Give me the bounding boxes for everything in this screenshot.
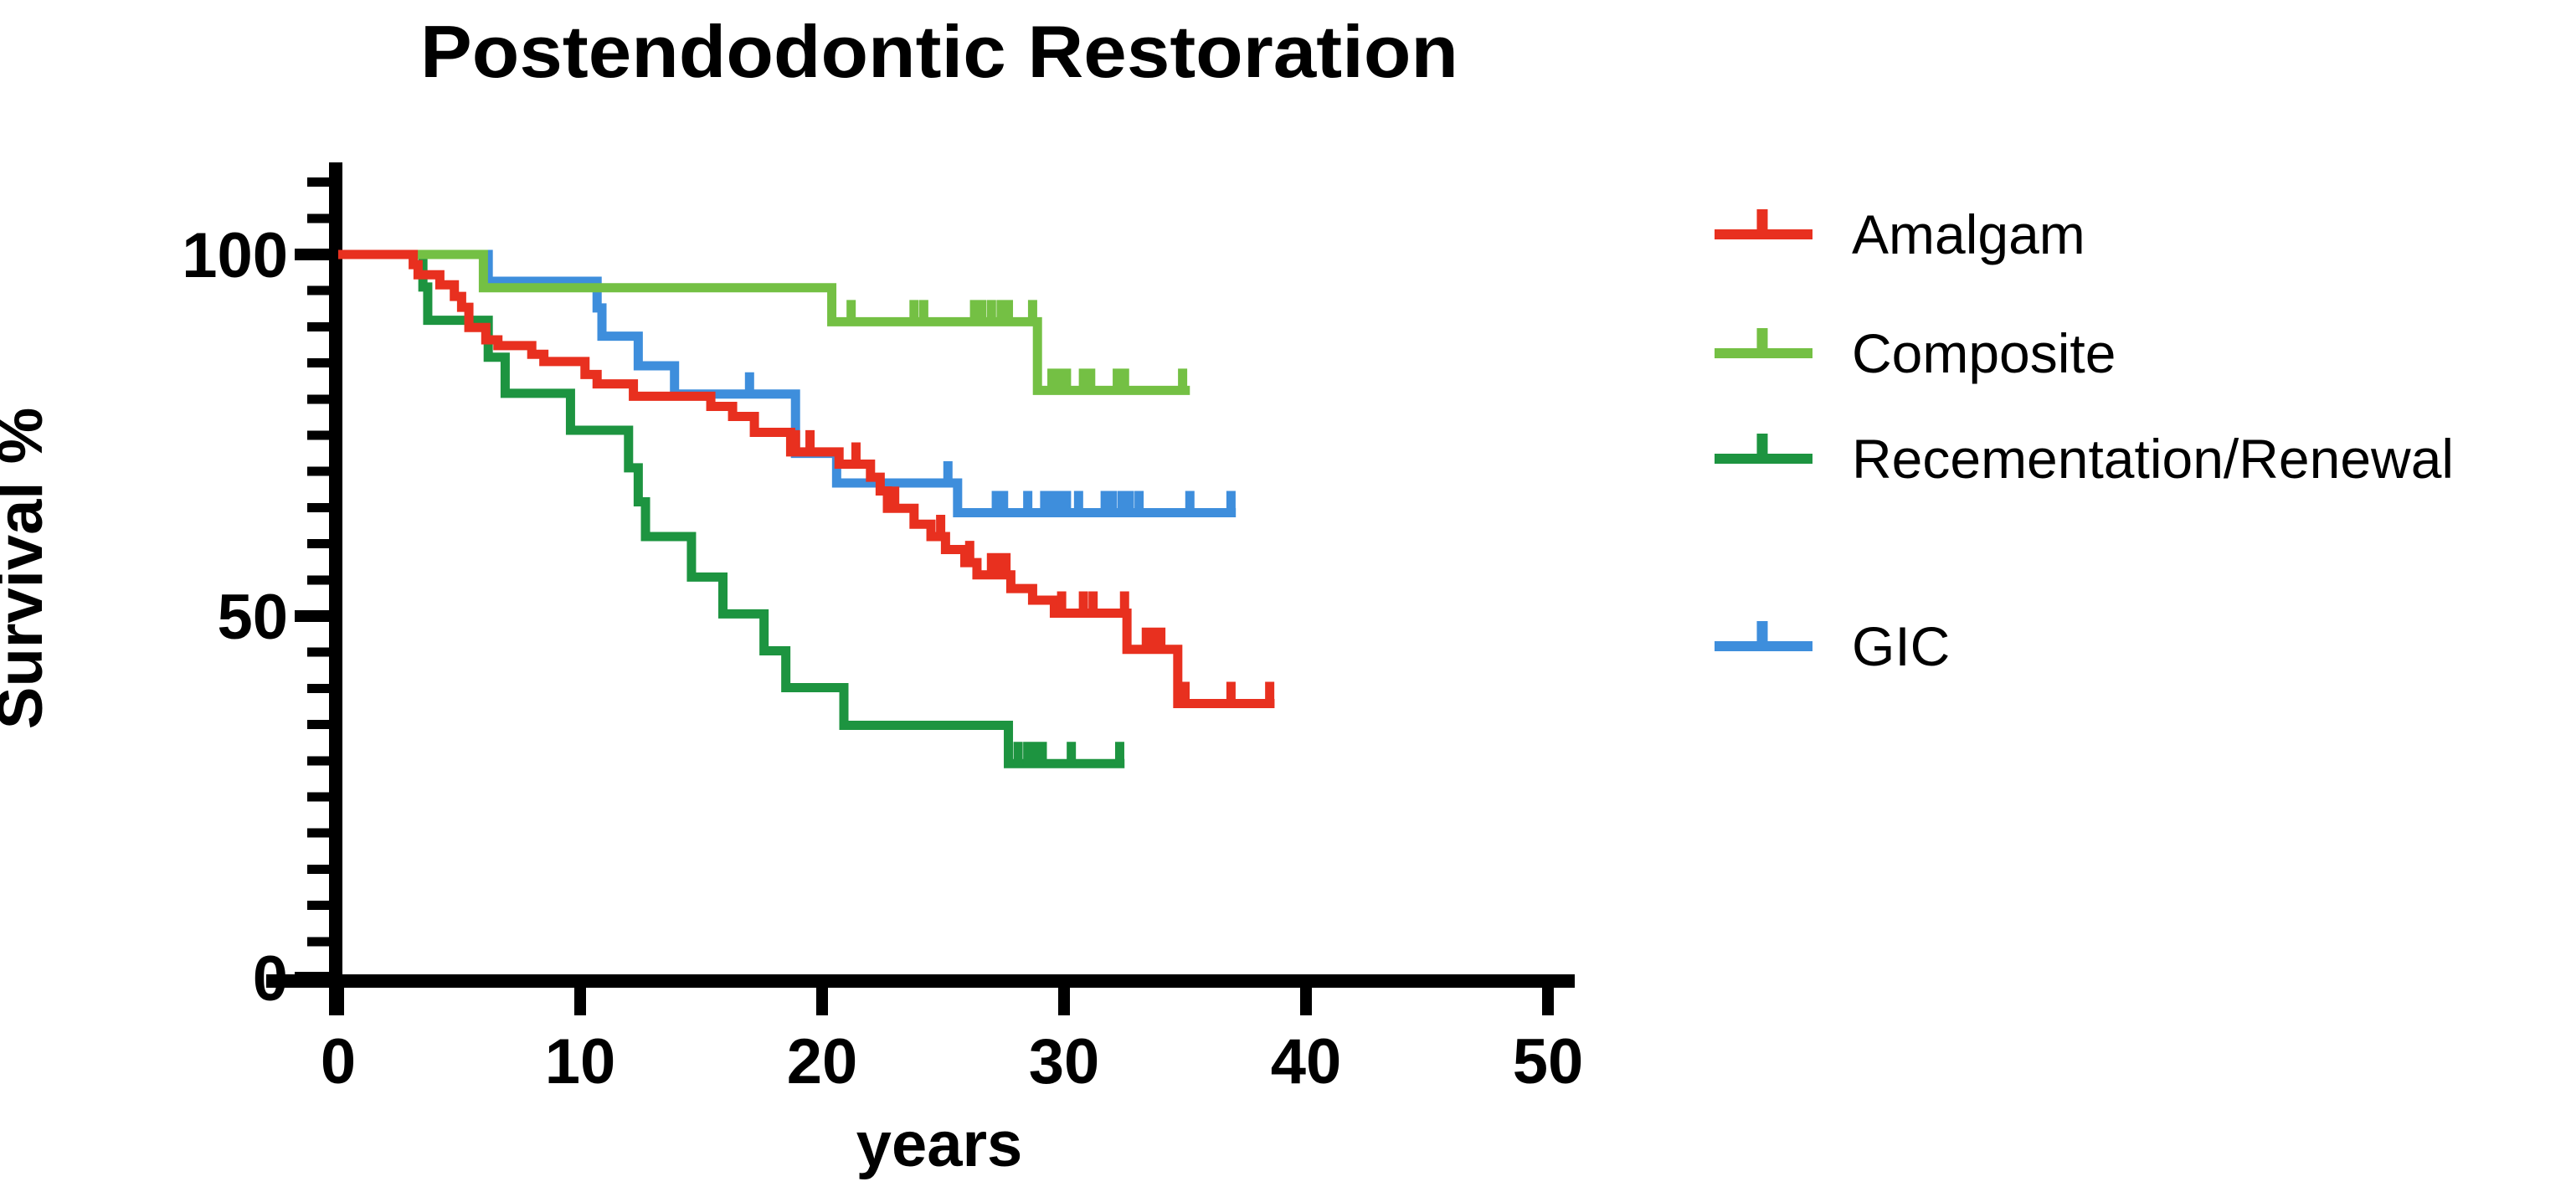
legend-label: Recementation/Renewal bbox=[1852, 428, 2454, 490]
censor-ticks bbox=[1013, 742, 1124, 767]
x-tick-label: 50 bbox=[1513, 1026, 1584, 1097]
series-amalgam bbox=[338, 249, 1275, 709]
x-tick-label: 0 bbox=[321, 1026, 356, 1097]
legend-item-recementation-renewal: Recementation/Renewal bbox=[1715, 428, 2454, 490]
survival-curve bbox=[338, 249, 1125, 768]
legend-item-amalgam: Amalgam bbox=[1715, 203, 2085, 265]
series-recementation-renewal bbox=[338, 249, 1125, 768]
x-tick-label: 10 bbox=[545, 1026, 616, 1097]
censor-ticks bbox=[744, 372, 1236, 516]
censor-ticks bbox=[846, 300, 1188, 393]
legend-label: Amalgam bbox=[1852, 203, 2085, 265]
y-axis: 050100 bbox=[182, 162, 342, 1015]
censor-ticks bbox=[790, 429, 1275, 706]
y-axis-label: Survival % bbox=[0, 408, 56, 729]
y-tick-label: 100 bbox=[182, 220, 288, 291]
legend-item-composite: Composite bbox=[1715, 322, 2116, 384]
series-composite bbox=[338, 249, 1190, 395]
survival-curve bbox=[338, 249, 1190, 395]
legend-label: Composite bbox=[1852, 322, 2116, 384]
y-tick-label: 50 bbox=[217, 582, 288, 653]
plot-area bbox=[338, 249, 1275, 768]
x-axis-label: years bbox=[856, 1109, 1023, 1180]
x-tick-label: 30 bbox=[1029, 1026, 1100, 1097]
legend: Amalgam Composite Recementation/Renewal GIC bbox=[1715, 203, 2454, 677]
legend-label: GIC bbox=[1852, 615, 1950, 677]
survival-curve bbox=[338, 249, 1237, 517]
x-tick-label: 40 bbox=[1271, 1026, 1342, 1097]
x-tick-label: 20 bbox=[787, 1026, 858, 1097]
chart-title: Postendodontic Restoration bbox=[420, 10, 1458, 93]
x-axis: 0 10 20 30 40 50 bbox=[266, 974, 1584, 1097]
series-gic bbox=[338, 249, 1237, 517]
legend-item-gic: GIC bbox=[1715, 615, 1950, 677]
